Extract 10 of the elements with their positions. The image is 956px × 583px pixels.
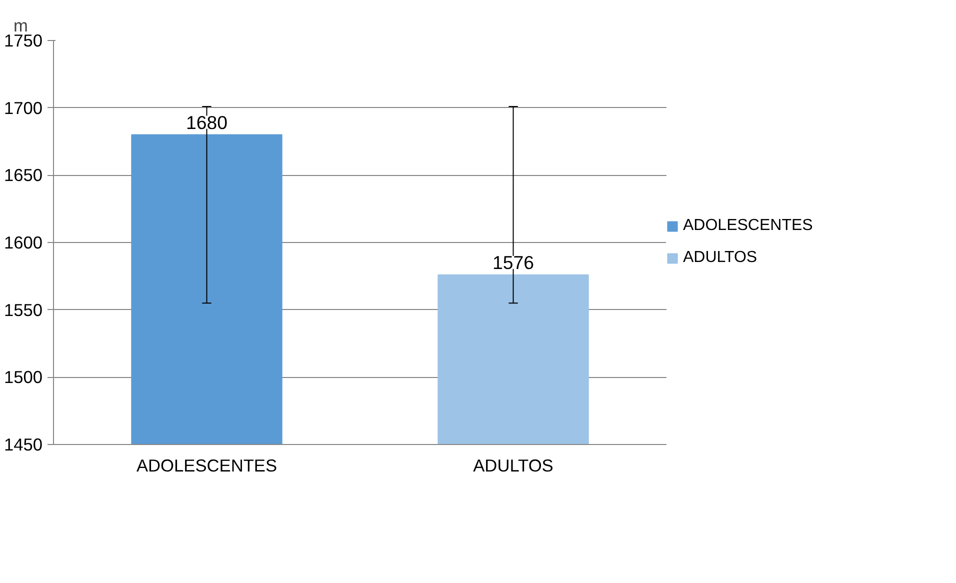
data-label: 1576 <box>492 252 534 273</box>
y-tick-label: 1700 <box>4 98 43 118</box>
legend-label: ADOLESCENTES <box>683 217 813 235</box>
legend-label: ADULTOS <box>683 249 758 267</box>
y-tick-label: 1650 <box>4 165 43 186</box>
data-label: 1680 <box>186 112 228 133</box>
y-tick-label: 1600 <box>4 232 43 252</box>
y-tick-label: 1550 <box>4 300 43 320</box>
y-tick-label: 1500 <box>4 367 43 388</box>
y-tick-label: 1450 <box>4 434 43 454</box>
